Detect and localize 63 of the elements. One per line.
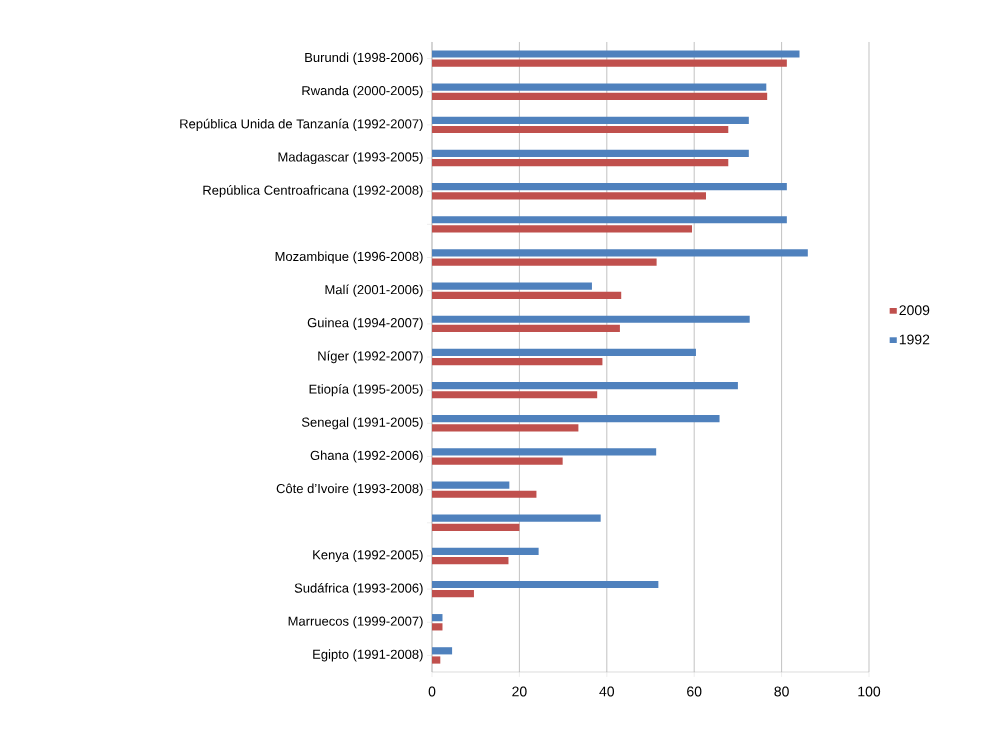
bar [432, 448, 657, 456]
bar [432, 623, 443, 631]
x-tick-label: 20 [512, 686, 527, 697]
y-tick-label: Mozambique (1996-2008) [275, 251, 423, 264]
y-tick-label: Ghana (1992-2006) [310, 450, 423, 463]
bar [432, 514, 601, 522]
bar [432, 348, 696, 356]
bar [432, 415, 720, 423]
bar [432, 116, 749, 124]
y-tick-label: Etiopía (1995-2005) [309, 384, 423, 397]
y-tick-label: Malí (2001-2006) [325, 284, 423, 297]
bar [432, 282, 592, 290]
bar [432, 315, 750, 323]
bar [432, 580, 659, 589]
bar [432, 149, 749, 158]
bar [432, 656, 441, 664]
bar [432, 381, 738, 390]
legend-label: 2009 [899, 305, 930, 316]
bar [432, 92, 768, 100]
bar [432, 391, 598, 399]
bar [432, 192, 706, 200]
y-tick-label: Senegal (1991-2005) [301, 417, 423, 430]
bar [432, 249, 808, 257]
y-tick-label: Côte d’Ivoire (1993-2008) [276, 483, 423, 496]
y-tick-label: Egipto (1991-2008) [313, 649, 423, 662]
x-tick-label: 0 [428, 686, 436, 697]
x-tick-label: 40 [599, 686, 615, 697]
bar [432, 216, 787, 224]
bar [432, 490, 537, 498]
x-tick-label: 100 [858, 686, 881, 697]
bar [432, 647, 453, 655]
y-tick-label: Sudáfrica (1993-2006) [294, 582, 423, 596]
bar [432, 324, 620, 333]
bar [432, 457, 563, 465]
legend-label: 1992 [899, 334, 930, 345]
y-tick-label: Marruecos (1999-2007) [288, 616, 423, 629]
bar [432, 590, 474, 598]
bar [432, 159, 729, 167]
bar [432, 50, 800, 58]
bar [432, 358, 603, 366]
bar [432, 556, 509, 565]
bar [432, 481, 510, 489]
y-tick-label: Rwanda (2000-2005) [302, 85, 423, 98]
y-tick-label: Níger (1992-2007) [318, 350, 423, 364]
bar [432, 125, 729, 134]
bar [432, 614, 443, 622]
y-tick-label: Kenya (1992-2005) [313, 549, 423, 562]
y-tick-label: República Centroafricana (1992-2008) [203, 185, 423, 198]
bar [432, 225, 693, 233]
bar [432, 183, 787, 191]
bar [432, 547, 539, 555]
bar [432, 523, 520, 531]
bar [432, 59, 787, 67]
y-tick-label: Madagascar (1993-2005) [278, 151, 423, 165]
y-tick-label: Burundi (1998-2006) [305, 52, 423, 65]
bar [432, 83, 767, 91]
bar [432, 258, 657, 266]
x-tick-label: 80 [774, 686, 789, 697]
x-tick-label: 60 [687, 686, 702, 697]
y-tick-label: República Unida de Tanzanía (1992-2007) [180, 118, 423, 132]
bar [432, 424, 579, 432]
bar [432, 291, 622, 299]
y-tick-label: Guinea (1994-2007) [307, 317, 423, 330]
